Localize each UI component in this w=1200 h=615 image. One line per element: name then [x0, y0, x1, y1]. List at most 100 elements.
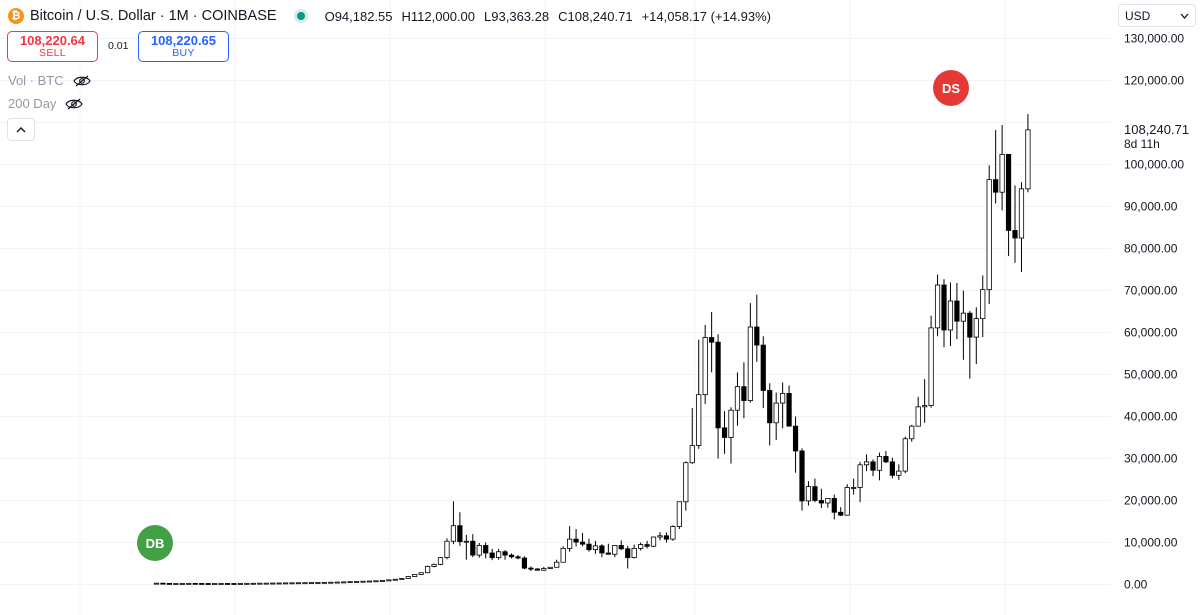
candle-body: [1012, 230, 1018, 239]
candle-body: [489, 552, 495, 559]
candle: [889, 457, 895, 479]
candle: [1012, 185, 1018, 263]
candle: [237, 583, 244, 585]
candle: [173, 583, 179, 585]
candle: [508, 553, 515, 559]
candle: [405, 576, 411, 579]
buy-marker[interactable]: DB: [137, 525, 173, 561]
candle: [999, 125, 1005, 211]
candle-body: [579, 541, 586, 545]
candle: [418, 572, 424, 575]
indicator-200-day[interactable]: 200 Day: [8, 96, 84, 111]
eye-hidden-icon[interactable]: [72, 75, 91, 87]
candle: [244, 582, 250, 585]
candle-body: [289, 582, 295, 585]
candle-body: [767, 390, 773, 424]
candle-body: [450, 525, 457, 542]
candle-body: [689, 445, 695, 464]
y-tick-label: 50,000.00: [1124, 368, 1178, 382]
candle: [192, 582, 198, 585]
candle: [941, 279, 947, 348]
candle: [315, 582, 321, 584]
candle-body: [521, 557, 528, 569]
candle: [476, 542, 482, 558]
candle-body: [373, 580, 379, 583]
sell-price: 108,220.64: [19, 32, 86, 48]
y-tick-label: 40,000.00: [1124, 410, 1178, 424]
candle-body: [618, 545, 624, 550]
candle: [437, 557, 444, 566]
candle: [199, 583, 205, 585]
candle: [612, 545, 618, 558]
symbol-title[interactable]: Bitcoin / U.S. Dollar · 1M · COINBASE: [30, 8, 277, 24]
candle: [831, 494, 837, 520]
candle-body: [153, 582, 160, 585]
candle: [263, 582, 269, 585]
candle: [328, 581, 334, 584]
candle: [379, 580, 386, 582]
y-tick-label: 130,000.00: [1124, 32, 1184, 46]
candle: [870, 459, 876, 477]
candle-body: [612, 545, 618, 555]
low-label: L: [484, 8, 492, 24]
candle-body: [463, 540, 469, 543]
candle: [483, 542, 489, 559]
candle-body: [567, 538, 573, 549]
ohlc-readout: O94,182.55 H112,000.00 L93,363.28 C108,2…: [325, 9, 771, 24]
candle-body: [631, 547, 637, 559]
candle-body: [302, 582, 308, 585]
candle: [663, 532, 670, 543]
candle: [863, 454, 870, 472]
close-value: 108,240.71: [567, 8, 633, 24]
candle-body: [528, 567, 534, 570]
candle-body: [915, 406, 921, 427]
currency-select[interactable]: USD: [1118, 4, 1196, 27]
candle-body: [270, 582, 276, 585]
sell-button[interactable]: 108,220.64 SELL: [7, 31, 98, 62]
buy-button[interactable]: 108,220.65 BUY: [138, 31, 229, 62]
candle: [586, 538, 592, 552]
indicator-volume[interactable]: Vol · BTC: [8, 73, 91, 88]
candlestick-series: [153, 114, 1031, 585]
candle-body: [334, 581, 340, 584]
bar-countdown: 8d 11h: [1124, 137, 1160, 151]
candle-body: [625, 548, 631, 559]
candle-body: [534, 568, 540, 571]
candle-body: [857, 464, 863, 488]
market-status-dot: [296, 12, 305, 20]
candle-body: [386, 579, 392, 582]
candle-body: [1005, 154, 1012, 231]
candle: [295, 582, 302, 585]
candle-body: [425, 566, 431, 574]
candle-body: [244, 582, 250, 585]
candle-body: [405, 576, 411, 579]
candle-body: [470, 540, 476, 556]
candle-body: [993, 179, 999, 193]
sell-marker[interactable]: DS: [933, 70, 969, 106]
candle-body: [741, 386, 747, 401]
candle-body: [399, 578, 405, 580]
y-tick-label: 0.00: [1124, 578, 1148, 592]
candle-body: [392, 578, 398, 581]
candle: [573, 529, 579, 547]
candle: [528, 566, 534, 572]
eye-hidden-icon[interactable]: [65, 98, 84, 110]
candle: [412, 574, 418, 577]
candle-body: [786, 392, 792, 427]
candle-body: [199, 583, 205, 585]
candle-body: [805, 486, 812, 502]
candle: [928, 315, 934, 408]
candle: [366, 580, 373, 583]
candle-body: [328, 581, 334, 584]
candle: [534, 568, 540, 571]
candle: [386, 579, 392, 582]
candle-body: [347, 581, 353, 584]
candle-body: [844, 487, 850, 516]
candle: [689, 408, 695, 464]
candle: [618, 540, 624, 551]
candle-body: [980, 289, 986, 320]
candle: [818, 488, 824, 509]
collapse-legend-button[interactable]: [7, 118, 35, 141]
bitcoin-icon: ₿: [8, 8, 24, 24]
